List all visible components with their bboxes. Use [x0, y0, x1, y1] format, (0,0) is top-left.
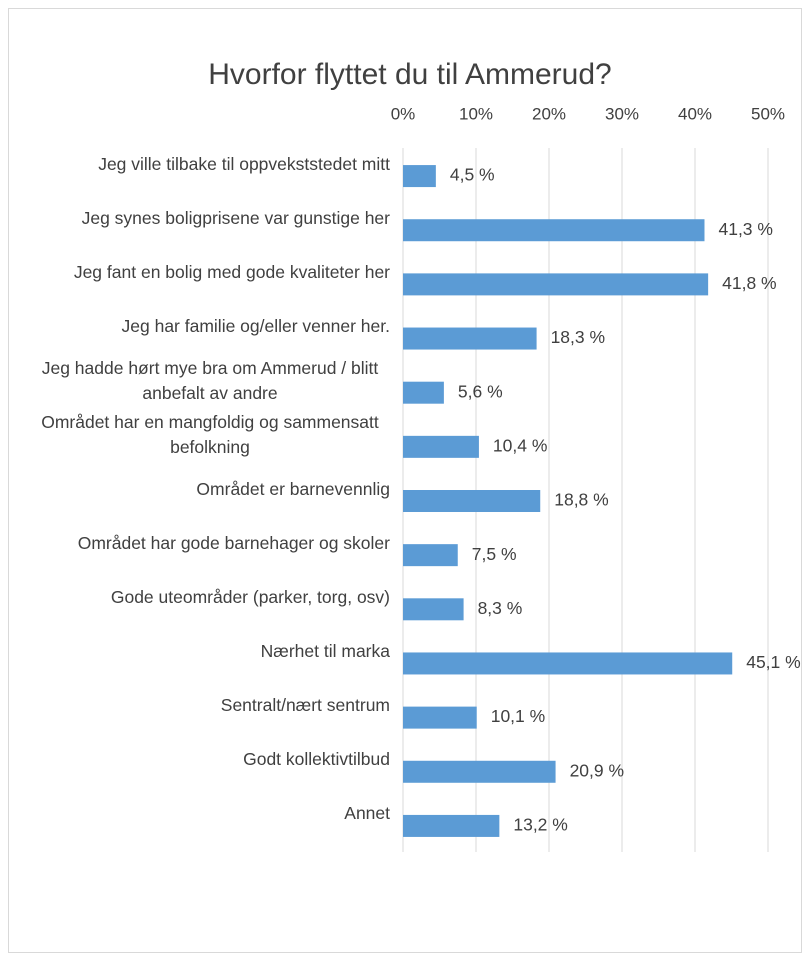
category-label-box: Gode uteområder (parker, torg, osv): [14, 570, 390, 624]
x-tick-label: 40%: [678, 104, 712, 123]
data-label: 7,5 %: [472, 544, 517, 564]
category-label-box: Jeg har familie og/eller venner her.: [14, 300, 390, 354]
bar: [403, 165, 436, 188]
category-label-box: Området er barnevennlig: [14, 462, 390, 516]
y-tick-label: Jeg har familie og/eller venner her.: [121, 316, 390, 337]
data-label: 10,4 %: [493, 435, 547, 455]
y-tick-label: Sentralt/nært sentrum: [220, 695, 390, 716]
bar: [403, 381, 444, 404]
data-label: 18,3 %: [551, 327, 605, 347]
y-tick-label: Jeg ville tilbake til oppvekststedet mit…: [98, 153, 390, 174]
category-label-box: Jeg fant en bolig med gode kvaliteter he…: [14, 245, 390, 299]
data-label: 4,5 %: [450, 165, 495, 185]
y-tick-label: Gode uteområder (parker, torg, osv): [110, 586, 390, 607]
bar: [403, 544, 458, 567]
y-tick-label: Området har en mangfoldig og sammensatt …: [41, 411, 379, 457]
y-tick-label: Godt kollektivtilbud: [243, 749, 390, 770]
data-label: 13,2 %: [513, 815, 567, 835]
x-tick-label: 20%: [532, 104, 566, 123]
x-tick-label: 50%: [751, 104, 785, 123]
bar: [403, 760, 556, 783]
y-tick-label: Området er barnevennlig: [196, 478, 390, 499]
y-tick-label: Jeg fant en bolig med gode kvaliteter he…: [73, 261, 390, 282]
y-tick-label: Jeg hadde hørt mye bra om Ammerud / blit…: [41, 357, 379, 403]
data-label: 10,1 %: [491, 706, 545, 726]
y-tick-label: Nærhet til marka: [260, 640, 390, 661]
bar: [403, 706, 477, 729]
data-label: 45,1 %: [746, 652, 800, 672]
bar: [403, 327, 537, 350]
category-label-box: Området har en mangfoldig og sammensatt …: [14, 408, 390, 462]
bar: [403, 652, 733, 675]
category-label-box: Jeg synes boligprisene var gunstige her: [14, 191, 390, 245]
category-label-box: Nærhet til marka: [14, 624, 390, 678]
data-label: 5,6 %: [458, 381, 503, 401]
category-label-box: Sentralt/nært sentrum: [14, 679, 390, 733]
chart-title: Hvorfor flyttet du til Ammerud?: [208, 58, 611, 91]
bar: [403, 814, 500, 837]
category-label-box: Godt kollektivtilbud: [14, 733, 390, 787]
category-label-box: Jeg hadde hørt mye bra om Ammerud / blit…: [14, 354, 390, 408]
y-tick-label: Området har gode barnehager og skoler: [77, 532, 390, 553]
data-label: 41,8 %: [722, 273, 776, 293]
data-label: 41,3 %: [718, 219, 772, 239]
category-label-box: Annet: [14, 787, 390, 841]
y-tick-label: Annet: [344, 803, 390, 824]
category-label-box: Området har gode barnehager og skoler: [14, 516, 390, 570]
bar: [403, 219, 705, 242]
y-tick-label: Jeg synes boligprisene var gunstige her: [81, 207, 390, 228]
bar: [403, 598, 464, 621]
data-label: 8,3 %: [478, 598, 523, 618]
bar: [403, 490, 541, 512]
bar: [403, 435, 479, 458]
x-tick-label: 10%: [459, 104, 493, 123]
data-label: 18,8 %: [554, 490, 608, 510]
x-tick-label: 30%: [605, 104, 639, 123]
bar: [403, 273, 709, 296]
data-label: 20,9 %: [570, 760, 624, 780]
category-label-box: Jeg ville tilbake til oppvekststedet mit…: [14, 137, 390, 191]
x-tick-label: 0%: [391, 104, 416, 123]
